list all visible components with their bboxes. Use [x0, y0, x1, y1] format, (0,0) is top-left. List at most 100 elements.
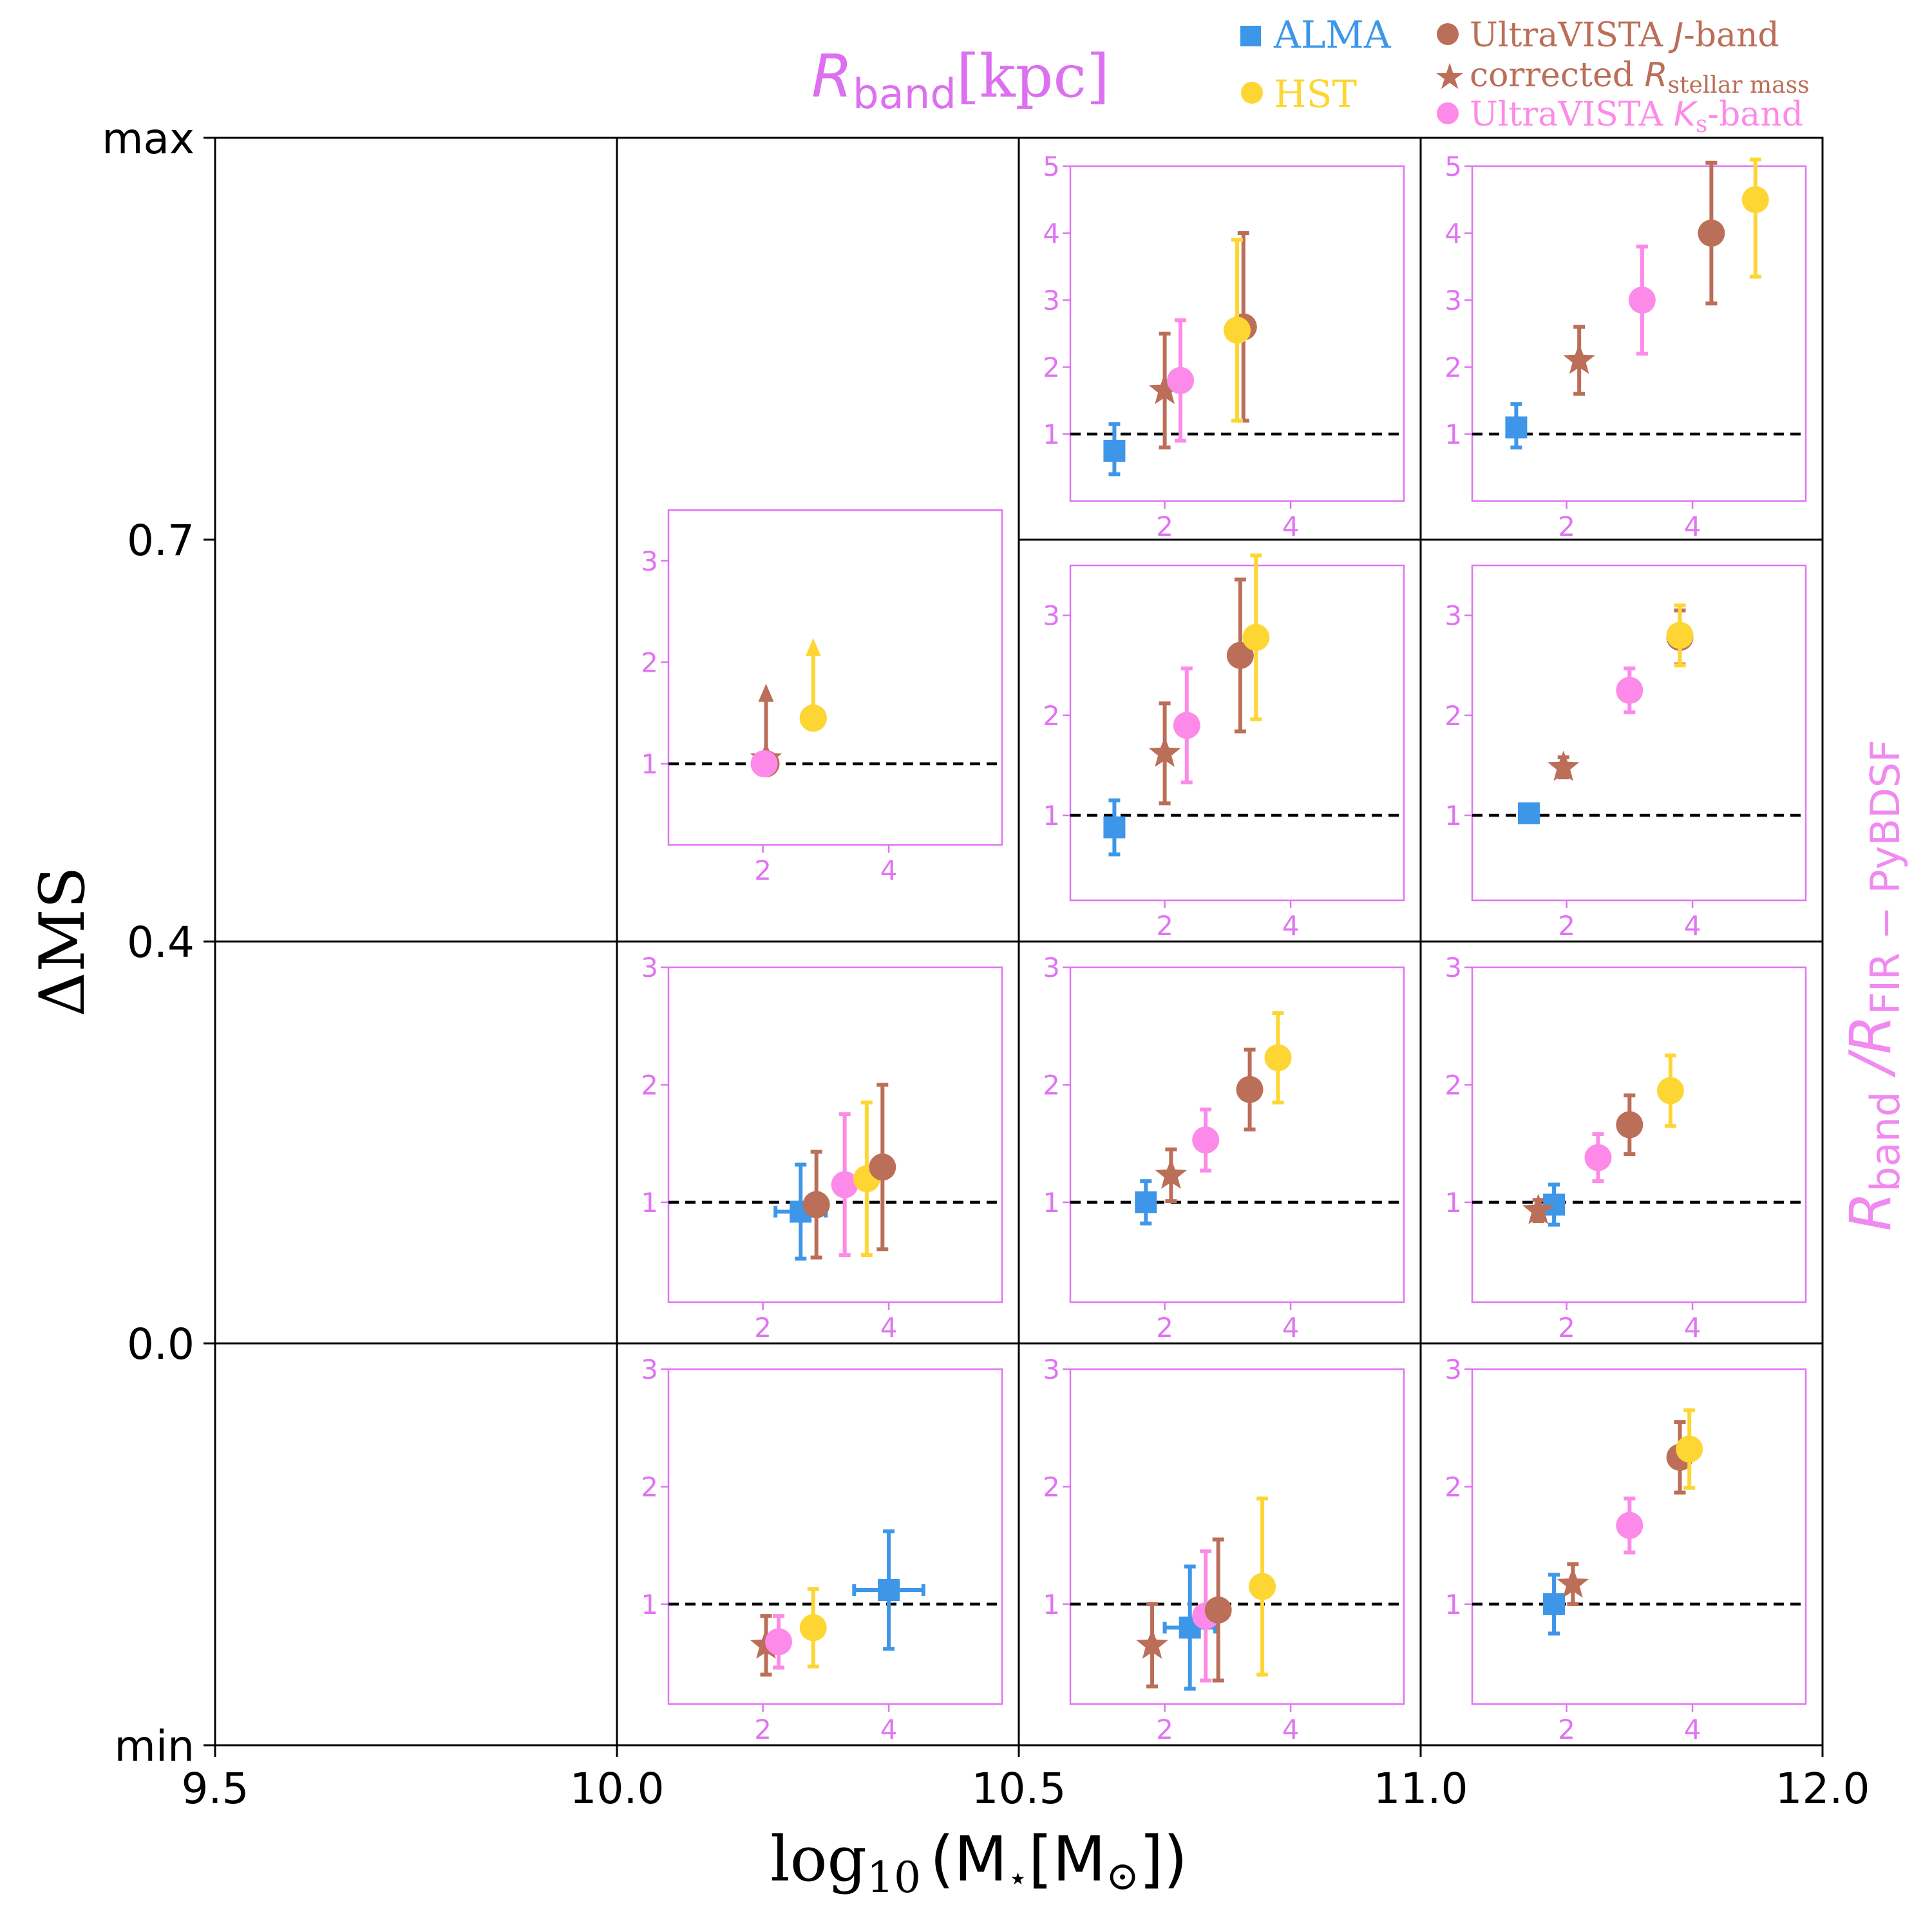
inset-panel: 2 4 1 2 3: [1043, 952, 1405, 1343]
data-point-jband: [1236, 1075, 1264, 1103]
inset-y-tick-label: 3: [1444, 285, 1462, 316]
inset-y-tick-label: 1: [1444, 419, 1462, 450]
x-tick-label: 11.0: [1374, 1764, 1468, 1814]
inset-frame: [1471, 165, 1807, 502]
data-point-corrected: [1563, 343, 1595, 374]
inset-frame: [1069, 1368, 1405, 1705]
inset-y-tick-label: 4: [1444, 218, 1462, 249]
data-point-hst: [799, 1614, 827, 1642]
data-point-ksband: [1167, 366, 1195, 394]
inset-frame: [1069, 564, 1405, 902]
legend-marker-jband: [1437, 23, 1459, 45]
inset-y-tick-label: 3: [1444, 600, 1462, 632]
inset-y-tick-label: 2: [1444, 1471, 1462, 1502]
inset-frame: [667, 509, 1003, 846]
inset-panel: 2 4 1 2 3 4 5: [1444, 151, 1807, 542]
inset-y-tick-label: 3: [641, 545, 658, 577]
inset-y-tick-label: 3: [1444, 1354, 1462, 1385]
inset-y-tick-label: 2: [1043, 1069, 1060, 1101]
legend-marker-ksband: [1437, 102, 1459, 124]
x-tick-label: 10.5: [972, 1764, 1066, 1814]
legend-marker-alma: [1240, 26, 1261, 46]
inset-y-tick-label: 1: [1043, 1187, 1060, 1218]
inset-y-tick-label: 1: [641, 1589, 658, 1620]
data-point-alma: [1135, 1191, 1157, 1213]
data-point-alma: [878, 1579, 900, 1602]
legend-label-alma: ALMA: [1273, 13, 1392, 57]
main-ticks: [204, 137, 1824, 1757]
y-tick-label: 0.4: [127, 918, 194, 967]
data-point-jband: [1226, 641, 1254, 669]
inset-x-tick-label: 4: [1282, 1312, 1300, 1343]
inset-y-tick-label: 1: [1444, 800, 1462, 831]
inset-panel: 2 4 1 2 3 4 5: [1043, 151, 1405, 542]
y-tick-label: max: [102, 114, 194, 164]
y-tick-label: 0.0: [127, 1320, 194, 1369]
data-point-corrected: [1148, 736, 1181, 767]
data-point-ksband: [765, 1628, 793, 1656]
legend-marker-hst: [1241, 82, 1263, 104]
data-point-corrected: [1148, 374, 1181, 404]
data-point-alma: [1505, 416, 1528, 439]
inset-panel: 2 4 1 2 3: [641, 952, 1003, 1343]
inset-x-tick-label: 2: [754, 855, 772, 886]
inset-frame: [1471, 564, 1807, 902]
data-point-jband: [869, 1153, 896, 1181]
inset-y-tick-label: 2: [641, 1069, 658, 1101]
inset-x-tick-label: 4: [1282, 1714, 1300, 1745]
inset-panel: 2 4 1 2 3: [641, 1354, 1003, 1745]
inset-panel: 2 4 1 2 3: [1444, 1354, 1807, 1745]
x-tick-label: 9.5: [182, 1764, 249, 1814]
legend-label-ksband: UltraVISTA Ks-band: [1470, 95, 1803, 138]
inset-x-tick-label: 2: [754, 1714, 772, 1745]
data-point-corrected: [1522, 1193, 1555, 1224]
inset-y-tick-label: 1: [1444, 1187, 1462, 1218]
data-point-hst: [1242, 623, 1270, 651]
inset-x-tick-label: 2: [1558, 1312, 1575, 1343]
data-point-alma: [1103, 816, 1126, 838]
data-point-hst: [1656, 1077, 1684, 1104]
inset-y-tick-label: 5: [1043, 151, 1060, 182]
data-point-hst: [1666, 621, 1694, 649]
data-point-jband: [1616, 1111, 1643, 1139]
inset-x-tick-label: 2: [1558, 1714, 1575, 1745]
inset-x-tick-label: 4: [1684, 910, 1701, 942]
inset-frame: [1471, 1368, 1807, 1705]
data-point-hst: [1676, 1435, 1703, 1463]
data-point-hst: [1741, 186, 1769, 213]
inset-y-tick-label: 1: [1043, 419, 1060, 450]
inset-y-tick-label: 2: [1444, 1069, 1462, 1101]
inset-y-tick-label: 3: [641, 952, 658, 983]
data-point-jband: [802, 1191, 830, 1218]
inset-x-tick-label: 2: [1558, 511, 1575, 542]
inset-y-tick-label: 1: [1043, 800, 1060, 831]
legend-label-jband: UltraVISTA J-band: [1470, 16, 1779, 55]
inset-y-tick-label: 2: [1043, 700, 1060, 732]
data-point-ksband: [1616, 1511, 1643, 1539]
data-point-jband: [1204, 1596, 1232, 1624]
inset-y-tick-label: 2: [1043, 1471, 1060, 1502]
inset-x-tick-label: 2: [754, 1312, 772, 1343]
data-point-hst: [1224, 316, 1251, 344]
data-point-hst: [799, 705, 827, 732]
inset-frame: [1471, 966, 1807, 1303]
inset-panel: 2 4 1 2 3: [1043, 553, 1405, 942]
data-point-ksband: [831, 1171, 858, 1198]
inset-panel: 2 4 1 2 3: [1444, 952, 1807, 1343]
data-point-corrected: [1155, 1158, 1188, 1189]
main-axes: [214, 137, 1824, 1747]
inset-y-tick-label: 1: [641, 1187, 658, 1218]
inset-y-tick-label: 1: [641, 748, 658, 780]
y-tick-label: min: [115, 1721, 194, 1771]
data-point-ksband: [1628, 287, 1656, 314]
data-point-alma: [1543, 1593, 1566, 1615]
data-point-alma: [1543, 1193, 1566, 1216]
inset-y-tick-label: 2: [641, 1471, 658, 1502]
inset-x-tick-label: 4: [880, 1714, 898, 1745]
inset-y-tick-label: 4: [1043, 218, 1060, 249]
inset-x-tick-label: 4: [1282, 511, 1300, 542]
inset-frame: [667, 966, 1003, 1303]
x-axis-label: log10 (M⋆[M⊙]): [770, 1823, 1188, 1902]
x-tick-label: 10.0: [570, 1764, 665, 1814]
